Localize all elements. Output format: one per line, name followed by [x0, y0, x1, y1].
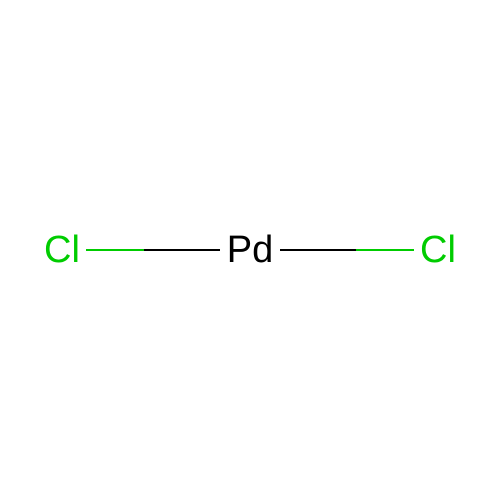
bond-right-green [356, 249, 414, 251]
bond-left-black [144, 249, 220, 251]
bond-left-green [86, 249, 144, 251]
atom-pd-center: Pd [227, 231, 273, 269]
atom-cl-right: Cl [420, 231, 456, 269]
bond-right-black [280, 249, 356, 251]
atom-cl-left: Cl [44, 231, 80, 269]
diagram-canvas: Cl Pd Cl [0, 0, 500, 500]
